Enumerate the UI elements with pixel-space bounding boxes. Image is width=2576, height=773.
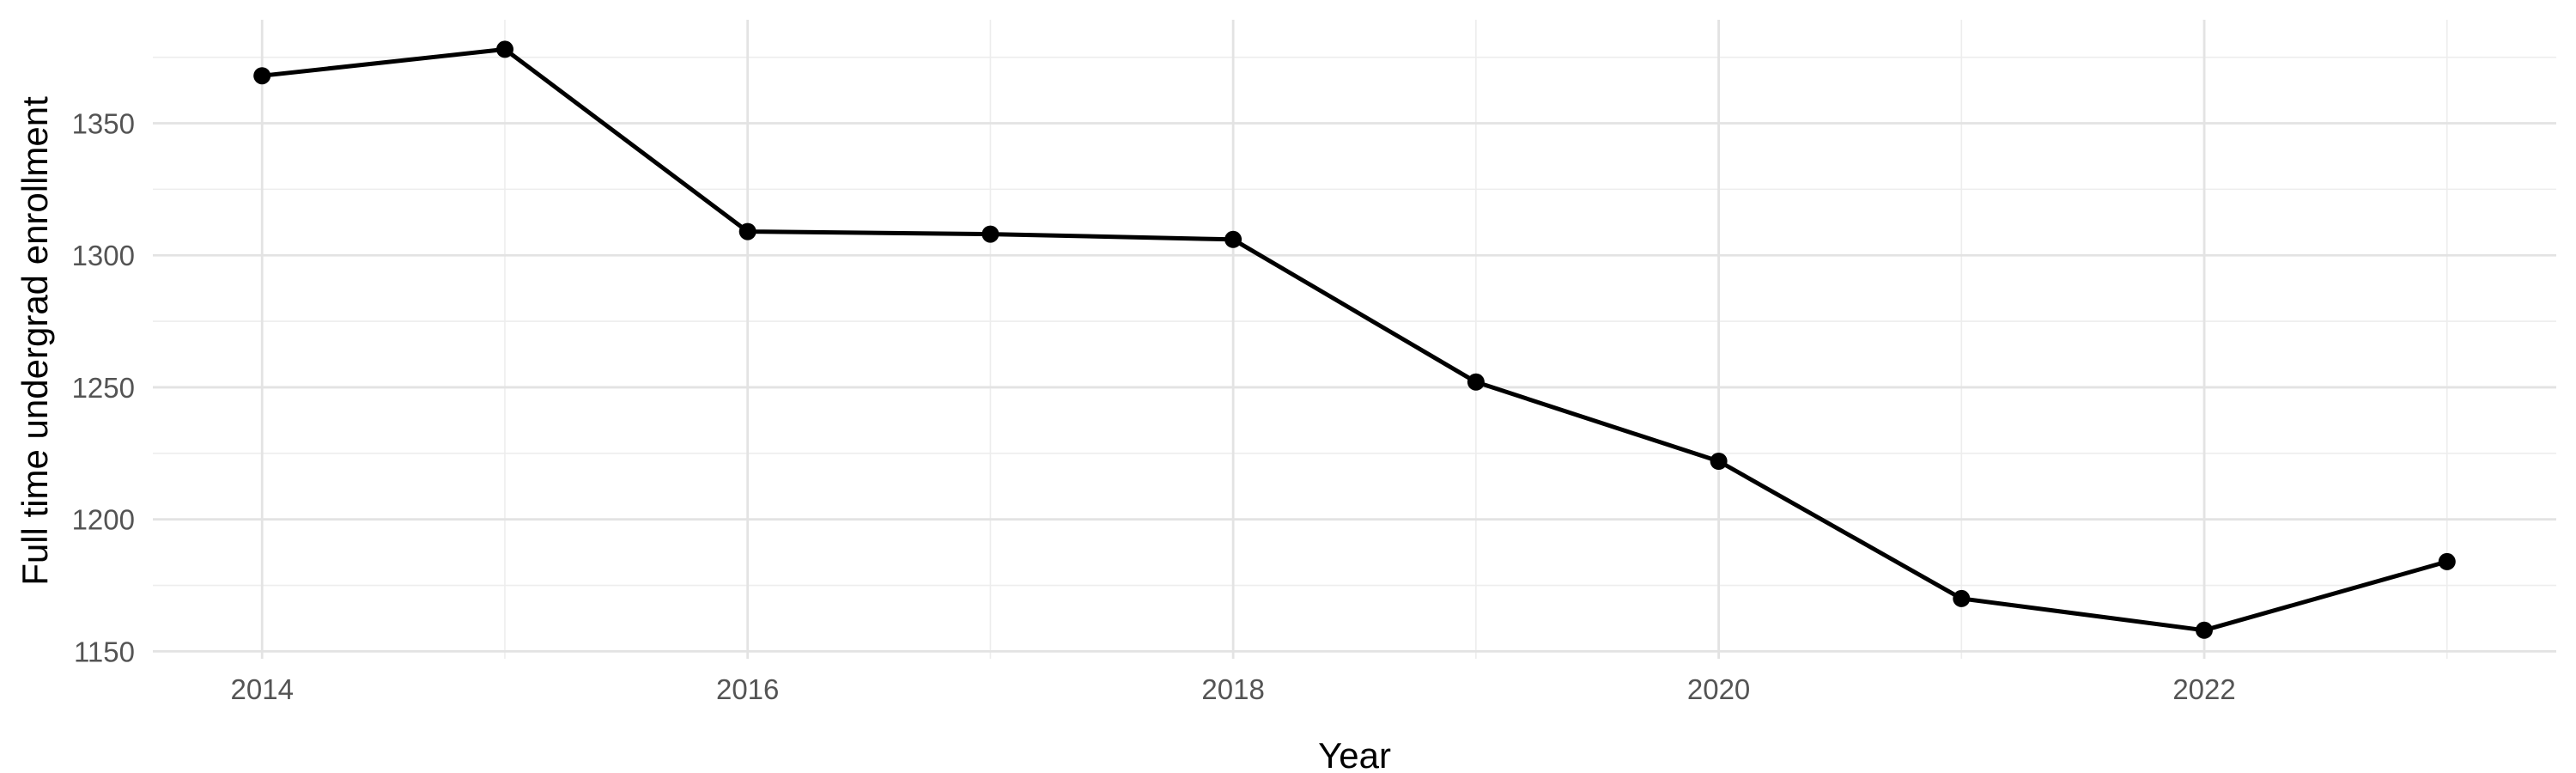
enrollment-data-line <box>259 46 2450 633</box>
x-axis-tick-label: 2020 <box>1687 673 1750 705</box>
data-point-2018 <box>1224 230 1242 248</box>
data-point-2023 <box>2438 552 2456 570</box>
data-point-2022 <box>2196 621 2213 639</box>
data-point-2014 <box>253 67 271 85</box>
y-axis-tick-label: 1150 <box>74 636 135 667</box>
data-point-2021 <box>1953 589 1971 607</box>
x-axis-tick-label: 2014 <box>231 673 294 705</box>
data-point-2019 <box>1467 373 1485 391</box>
x-axis-tick-label: 2016 <box>716 673 779 705</box>
data-point-2017 <box>981 225 999 243</box>
data-point-2015 <box>496 40 513 58</box>
y-axis-tick-label: 1200 <box>72 504 135 536</box>
x-axis-tick-label: 2018 <box>1201 673 1264 705</box>
y-axis-tick-label: 1250 <box>72 372 135 404</box>
data-point-2020 <box>1710 453 1728 470</box>
y-axis-tick-label: 1300 <box>72 240 135 271</box>
y-axis-title: Full time undergrad enrollment <box>15 96 55 586</box>
y-axis-tick-label: 1350 <box>72 108 135 140</box>
x-axis-tick-label: 2022 <box>2172 673 2235 705</box>
x-axis-title: Year <box>1318 735 1391 773</box>
data-point-2016 <box>738 222 756 240</box>
